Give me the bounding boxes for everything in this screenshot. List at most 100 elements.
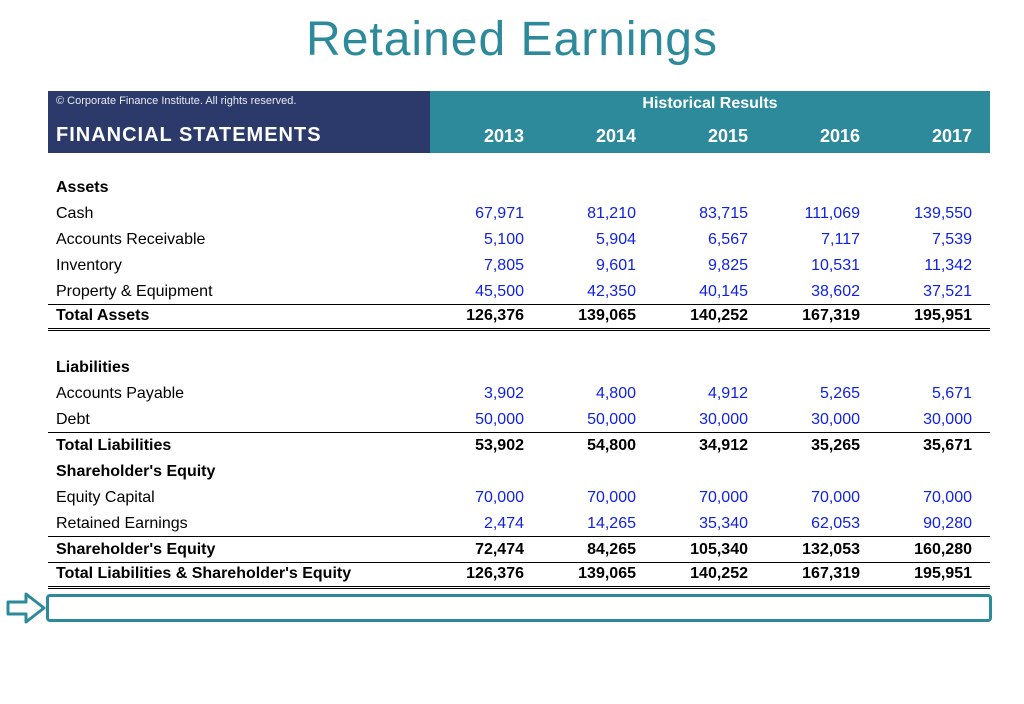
cell: 4,912 [654,385,766,403]
table-row: Cash 67,971 81,210 83,715 111,069 139,55… [48,201,990,227]
cell: 10,531 [766,257,878,275]
cell: 167,319 [766,565,878,583]
total-assets-row: Total Assets 126,376 139,065 140,252 167… [48,305,990,331]
table-row: Accounts Receivable 5,100 5,904 6,567 7,… [48,227,990,253]
cell: 126,376 [430,565,542,583]
cell: 30,000 [766,411,878,429]
cell: 84,265 [542,541,654,559]
section-assets: Assets [48,175,990,201]
row-label: Total Assets [48,307,430,325]
header-right: Historical Results 2013 2014 2015 2016 2… [430,91,990,153]
row-label: Accounts Payable [48,385,430,403]
cell: 70,000 [430,489,542,507]
cell: 50,000 [430,411,542,429]
cell: 5,265 [766,385,878,403]
section-title: Shareholder's Equity [48,463,430,481]
cell: 5,100 [430,231,542,249]
cell: 195,951 [878,307,990,325]
arrow-icon [6,592,46,624]
cell: 70,000 [878,489,990,507]
cell: 9,825 [654,257,766,275]
year-col: 2015 [654,126,766,147]
section-liabilities: Liabilities [48,355,990,381]
year-col: 2014 [542,126,654,147]
cell: 6,567 [654,231,766,249]
cell: 30,000 [654,411,766,429]
row-label: Property & Equipment [48,283,430,301]
row-label: Accounts Receivable [48,231,430,249]
total-liabilities-row: Total Liabilities 53,902 54,800 34,912 3… [48,433,990,459]
section-title: Assets [48,179,430,197]
highlight-box [46,594,992,622]
cell: 35,265 [766,437,878,455]
header-left: © Corporate Finance Institute. All right… [48,91,430,153]
cell: 30,000 [878,411,990,429]
year-col: 2016 [766,126,878,147]
row-label: Cash [48,205,430,223]
year-columns: 2013 2014 2015 2016 2017 [430,126,990,147]
page-title: Retained Earnings [0,12,1024,67]
financial-statements-table: © Corporate Finance Institute. All right… [48,91,990,589]
row-label: Debt [48,411,430,429]
table-header: © Corporate Finance Institute. All right… [48,91,990,153]
statements-title: FINANCIAL STATEMENTS [56,124,422,147]
table-body: Assets Cash 67,971 81,210 83,715 111,069… [48,153,990,589]
cell: 42,350 [542,283,654,301]
row-label: Retained Earnings [48,515,430,533]
table-row: Equity Capital 70,000 70,000 70,000 70,0… [48,485,990,511]
table-row: Inventory 7,805 9,601 9,825 10,531 11,34… [48,253,990,279]
cell: 7,117 [766,231,878,249]
row-label: Total Liabilities & Shareholder's Equity [48,565,430,583]
cell: 38,602 [766,283,878,301]
cell: 140,252 [654,565,766,583]
cell: 2,474 [430,515,542,533]
cell: 9,601 [542,257,654,275]
cell: 83,715 [654,205,766,223]
row-label: Total Liabilities [48,437,430,455]
cell: 167,319 [766,307,878,325]
row-label: Shareholder's Equity [48,541,430,559]
cell: 3,902 [430,385,542,403]
cell: 35,340 [654,515,766,533]
cell: 90,280 [878,515,990,533]
table-row: Debt 50,000 50,000 30,000 30,000 30,000 [48,407,990,433]
copyright-text: © Corporate Finance Institute. All right… [56,95,422,107]
row-label: Equity Capital [48,489,430,507]
cell: 139,065 [542,307,654,325]
cell: 132,053 [766,541,878,559]
cell: 34,912 [654,437,766,455]
historical-results-label: Historical Results [430,95,990,113]
cell: 111,069 [766,205,878,223]
cell: 70,000 [766,489,878,507]
cell: 5,671 [878,385,990,403]
cell: 7,539 [878,231,990,249]
cell: 62,053 [766,515,878,533]
cell: 139,550 [878,205,990,223]
row-label: Inventory [48,257,430,275]
cell: 72,474 [430,541,542,559]
cell: 70,000 [542,489,654,507]
cell: 67,971 [430,205,542,223]
year-col: 2017 [878,126,990,147]
section-title: Liabilities [48,359,430,377]
cell: 140,252 [654,307,766,325]
cell: 195,951 [878,565,990,583]
cell: 50,000 [542,411,654,429]
cell: 70,000 [654,489,766,507]
table-row: Accounts Payable 3,902 4,800 4,912 5,265… [48,381,990,407]
cell: 160,280 [878,541,990,559]
cell: 40,145 [654,283,766,301]
cell: 35,671 [878,437,990,455]
total-equity-row: Shareholder's Equity 72,474 84,265 105,3… [48,537,990,563]
cell: 5,904 [542,231,654,249]
cell: 7,805 [430,257,542,275]
section-equity: Shareholder's Equity [48,459,990,485]
grand-total-row: Total Liabilities & Shareholder's Equity… [48,563,990,589]
cell: 139,065 [542,565,654,583]
cell: 45,500 [430,283,542,301]
cell: 54,800 [542,437,654,455]
cell: 126,376 [430,307,542,325]
cell: 11,342 [878,257,990,275]
cell: 14,265 [542,515,654,533]
year-col: 2013 [430,126,542,147]
